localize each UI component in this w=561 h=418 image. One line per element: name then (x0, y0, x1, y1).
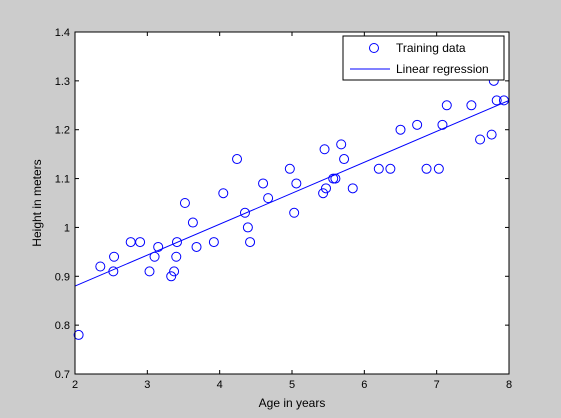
x-tick-label: 6 (361, 379, 367, 391)
legend-marker-training-data (369, 43, 379, 53)
y-tick-label: 1.2 (55, 125, 70, 137)
data-point (330, 173, 341, 184)
x-axis-label: Age in years (259, 396, 326, 410)
data-point (191, 241, 202, 252)
data-point (373, 163, 384, 174)
data-point (171, 251, 182, 262)
data-point (95, 261, 106, 272)
data-point (109, 251, 120, 262)
data-point (153, 241, 164, 252)
data-point (187, 217, 198, 228)
data-point (475, 134, 486, 145)
y-tick-label: 0.9 (55, 271, 70, 283)
x-tick-label: 5 (289, 379, 295, 391)
data-point (433, 163, 444, 174)
y-axis-label: Height in meters (30, 159, 44, 246)
data-point (437, 119, 448, 130)
data-point (491, 95, 502, 106)
data-point (336, 139, 347, 150)
data-point (73, 329, 84, 340)
y-tick-label: 1 (64, 222, 70, 234)
data-point (486, 129, 497, 140)
regression-line (74, 99, 510, 287)
y-tick-label: 1.3 (55, 76, 70, 88)
data-point (108, 266, 119, 277)
data-layer (73, 75, 510, 340)
data-point (218, 188, 229, 199)
data-point (318, 188, 329, 199)
data-point (149, 251, 160, 262)
y-tick-label: 1.4 (55, 27, 70, 39)
data-point (239, 207, 250, 218)
x-tick-label: 7 (434, 379, 440, 391)
data-point (421, 163, 432, 174)
data-point (171, 237, 182, 248)
data-point (466, 100, 477, 111)
legend-label-linear-regression: Linear regression (396, 62, 489, 76)
data-point (412, 119, 423, 130)
data-point (289, 207, 300, 218)
data-point (169, 266, 180, 277)
data-point (179, 198, 190, 208)
x-tick-label: 8 (506, 379, 512, 391)
data-point (339, 154, 350, 165)
y-tick-label: 1.1 (55, 174, 70, 186)
data-point (385, 163, 396, 174)
x-tick-label: 4 (217, 379, 223, 391)
data-point (263, 193, 274, 204)
data-point (166, 271, 177, 282)
data-point (144, 266, 155, 277)
y-tick-label: 0.7 (55, 369, 70, 381)
legend: Training data Linear regression (342, 35, 505, 81)
legend-label-training-data: Training data (396, 41, 466, 55)
data-point (498, 95, 509, 106)
x-tick-label: 3 (144, 379, 150, 391)
data-point (291, 178, 302, 189)
data-point (245, 237, 256, 248)
data-point (258, 178, 269, 189)
data-point (319, 144, 330, 155)
data-point (395, 124, 406, 135)
data-point (242, 222, 253, 233)
data-point (284, 163, 295, 174)
data-point (320, 183, 331, 194)
plot-area (75, 32, 509, 374)
data-point (208, 237, 219, 248)
data-point (135, 237, 146, 248)
x-tick-label: 2 (72, 379, 78, 391)
data-point (347, 183, 358, 194)
ticks-layer: 2 3 4 5 6 7 8 0.7 0.8 0.9 1 1.1 1.2 1.3 1.4 (55, 27, 512, 391)
y-tick-label: 0.8 (55, 320, 70, 332)
legend-box (342, 35, 505, 81)
data-point (441, 100, 452, 111)
data-point (232, 154, 243, 165)
